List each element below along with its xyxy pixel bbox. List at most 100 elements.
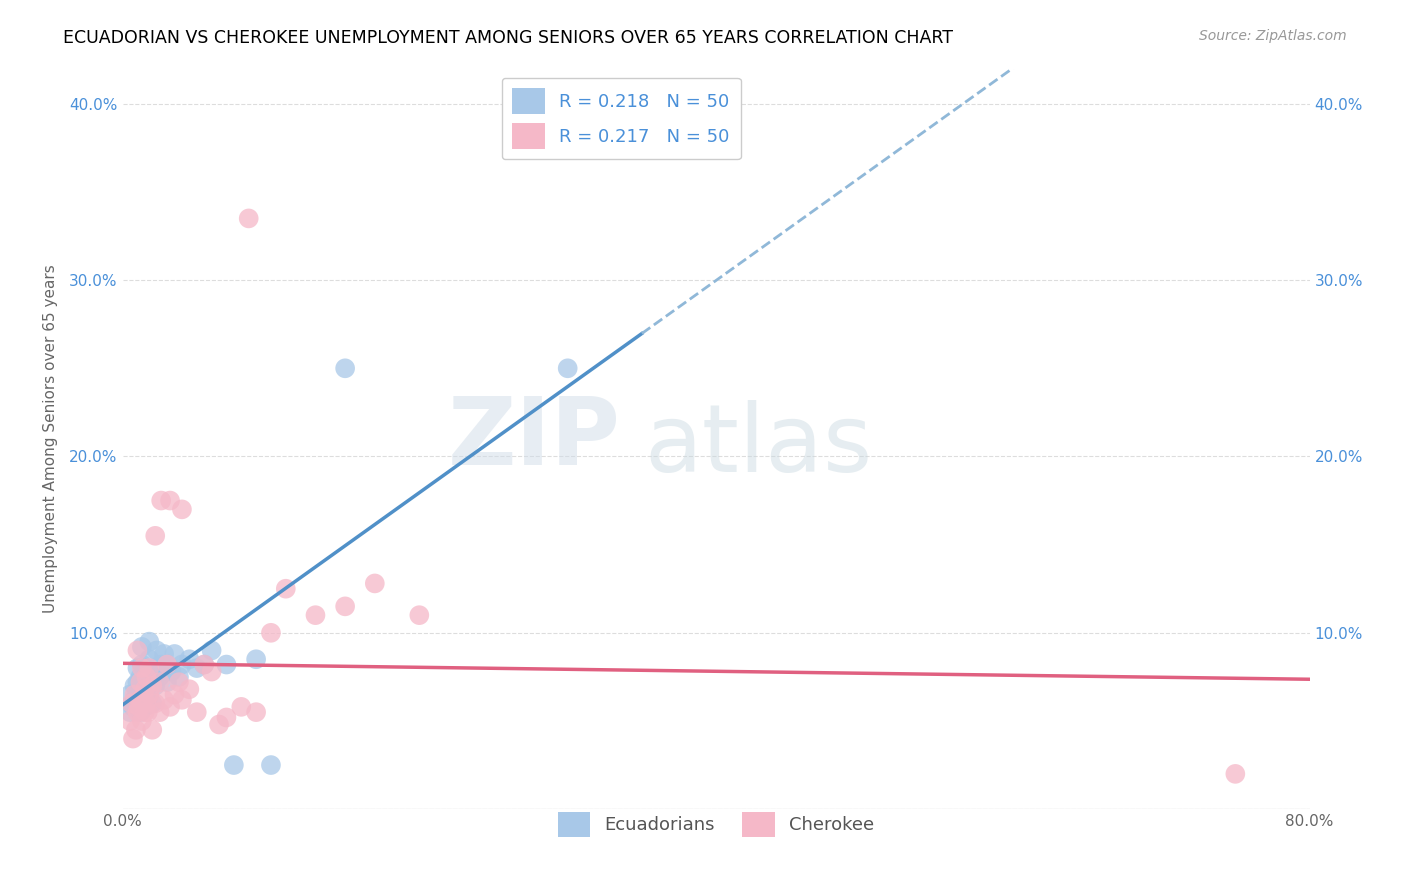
Point [208, 717, 231, 731]
Point [201, 643, 224, 657]
Point [129, 682, 152, 697]
Point [131, 714, 153, 728]
Point [186, 705, 208, 719]
Text: ECUADORIAN VS CHEROKEE UNEMPLOYMENT AMONG SENIORS OVER 65 YEARS CORRELATION CHAR: ECUADORIAN VS CHEROKEE UNEMPLOYMENT AMON… [63, 29, 953, 46]
Point [141, 670, 163, 684]
Point [135, 682, 157, 697]
Point [128, 699, 150, 714]
Point [121, 696, 143, 710]
Point [274, 582, 297, 596]
Point [159, 493, 181, 508]
Point [245, 705, 267, 719]
Point [138, 634, 160, 648]
Point [129, 670, 152, 684]
Point [127, 688, 149, 702]
Point [150, 657, 173, 672]
Point [125, 723, 148, 737]
Point [238, 211, 260, 226]
Text: atlas: atlas [645, 401, 873, 492]
Point [557, 361, 579, 376]
Y-axis label: Unemployment Among Seniors over 65 years: Unemployment Among Seniors over 65 years [44, 264, 58, 613]
Point [131, 640, 153, 654]
Point [141, 679, 163, 693]
Point [135, 665, 157, 679]
Point [138, 670, 160, 684]
Point [129, 675, 152, 690]
Point [129, 693, 152, 707]
Point [170, 502, 193, 516]
Point [143, 696, 166, 710]
Point [118, 705, 141, 719]
Point [134, 699, 156, 714]
Point [127, 643, 149, 657]
Text: ZIP: ZIP [449, 392, 621, 485]
Point [179, 682, 201, 697]
Point [167, 675, 190, 690]
Point [127, 705, 149, 719]
Point [170, 693, 193, 707]
Point [156, 657, 179, 672]
Point [134, 705, 156, 719]
Point [134, 688, 156, 702]
Point [138, 652, 160, 666]
Point [231, 699, 253, 714]
Point [215, 710, 238, 724]
Point [118, 714, 141, 728]
Point [179, 652, 201, 666]
Point [125, 696, 148, 710]
Point [153, 693, 176, 707]
Point [124, 679, 146, 693]
Point [163, 647, 186, 661]
Point [193, 657, 215, 672]
Point [145, 643, 167, 657]
Point [159, 699, 181, 714]
Point [163, 688, 186, 702]
Point [129, 705, 152, 719]
Point [134, 682, 156, 697]
Point [118, 688, 141, 702]
Point [156, 675, 179, 690]
Point [127, 661, 149, 675]
Legend: Ecuadorians, Cherokee: Ecuadorians, Cherokee [551, 805, 882, 845]
Point [141, 723, 163, 737]
Point [127, 675, 149, 690]
Point [245, 652, 267, 666]
Point [134, 661, 156, 675]
Point [141, 696, 163, 710]
Point [1225, 767, 1247, 781]
Point [215, 657, 238, 672]
Point [124, 693, 146, 707]
Point [138, 688, 160, 702]
Point [131, 657, 153, 672]
Point [135, 670, 157, 684]
Point [333, 599, 356, 614]
Point [167, 670, 190, 684]
Point [136, 693, 159, 707]
Point [143, 529, 166, 543]
Point [122, 731, 145, 746]
Point [143, 679, 166, 693]
Point [149, 675, 172, 690]
Point [160, 665, 183, 679]
Point [156, 657, 179, 672]
Point [149, 670, 172, 684]
Point [333, 361, 356, 376]
Point [170, 657, 193, 672]
Point [152, 665, 174, 679]
Point [193, 657, 215, 672]
Point [201, 665, 224, 679]
Text: Source: ZipAtlas.com: Source: ZipAtlas.com [1199, 29, 1347, 43]
Point [124, 688, 146, 702]
Point [135, 696, 157, 710]
Point [260, 625, 283, 640]
Point [122, 699, 145, 714]
Point [150, 493, 173, 508]
Point [304, 608, 326, 623]
Point [136, 705, 159, 719]
Point [222, 758, 245, 772]
Point [186, 661, 208, 675]
Point [149, 705, 172, 719]
Point [131, 661, 153, 675]
Point [136, 675, 159, 690]
Point [364, 576, 387, 591]
